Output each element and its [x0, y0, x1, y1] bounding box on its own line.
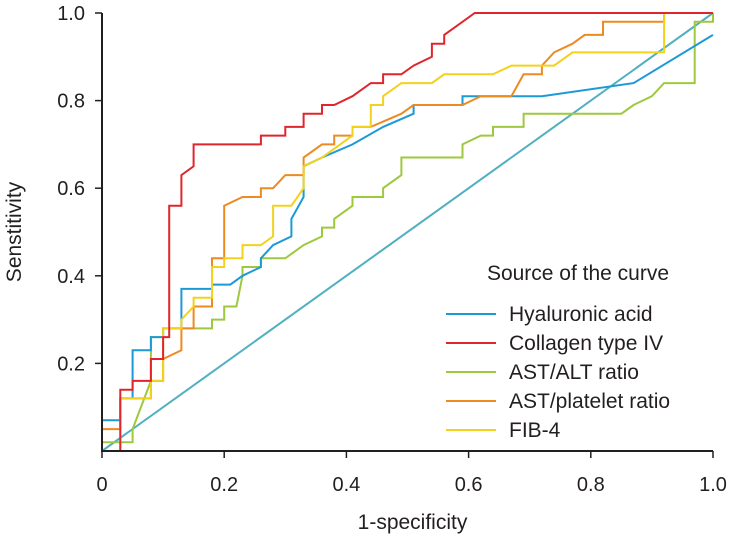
- x-tick-label: 0: [96, 474, 107, 496]
- legend-label-collagen-type-iv: Collagen type IV: [509, 332, 663, 355]
- y-tick-label: 0.8: [57, 91, 85, 113]
- y-tick-label: 1.0: [57, 3, 85, 25]
- y-tick-label: 0.4: [57, 266, 85, 288]
- legend-label-ast-platelet-ratio: AST/platelet ratio: [509, 390, 670, 413]
- y-axis-title: Senstitivity: [3, 181, 26, 282]
- legend-label-fib-4: FIB-4: [509, 419, 561, 442]
- x-tick-label: 0.8: [577, 474, 605, 496]
- y-tick-label: 0.2: [57, 353, 85, 375]
- x-tick-label: 1.0: [699, 474, 727, 496]
- x-tick-label: 0.2: [210, 474, 238, 496]
- legend-items: Hyaluronic acid Collagen type IV AST/ALT r…: [446, 303, 670, 442]
- ticks-layer: 0 0.2 0.4 0.6 0.8 1.0 0.2 0.4 0.6 0.8 1.0: [57, 3, 727, 496]
- curves-layer: [101, 12, 714, 452]
- x-tick-label: 0.4: [332, 474, 360, 496]
- y-tick-label: 0.6: [57, 178, 85, 200]
- legend-title: Source of the curve: [487, 262, 669, 285]
- legend-label-hyaluronic-acid: Hyaluronic acid: [509, 303, 653, 326]
- series-line-reference-line: [101, 12, 714, 452]
- x-tick-label: 0.6: [455, 474, 483, 496]
- series-line-collagen-type-iv: [102, 12, 713, 452]
- legend-label-ast-alt-ratio: AST/ALT ratio: [509, 361, 639, 384]
- legend: Source of the curve Hyaluronic acid Colla…: [446, 262, 670, 442]
- x-axis-title: 1-specificity: [358, 511, 468, 534]
- series-line-hyaluronic-acid: [101, 34, 714, 451]
- axes-layer: [101, 13, 713, 452]
